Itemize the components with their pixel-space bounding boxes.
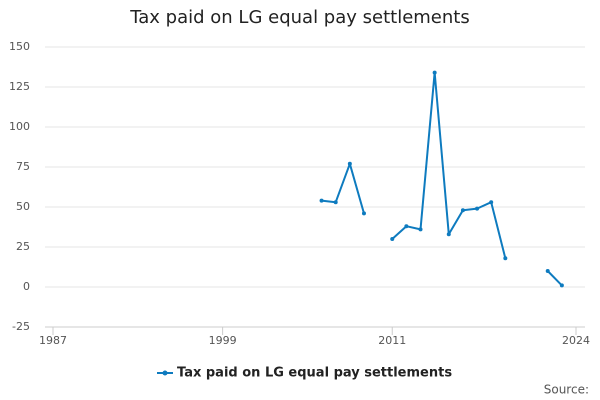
point xyxy=(333,200,338,205)
point xyxy=(489,200,494,205)
x-tick-label: 2024 xyxy=(562,334,590,347)
x-tick-label: 2011 xyxy=(378,334,406,347)
point xyxy=(545,269,550,273)
x-tick-label: 1987 xyxy=(39,334,67,347)
y-tick-label: 50 xyxy=(16,200,30,213)
point xyxy=(390,237,395,241)
point xyxy=(503,256,508,261)
chart-title: Tax paid on LG equal pay settlements xyxy=(129,7,469,28)
point xyxy=(361,211,366,216)
point xyxy=(404,224,409,229)
y-tick-label: 25 xyxy=(16,240,30,253)
point xyxy=(347,161,352,166)
point xyxy=(475,206,480,211)
point xyxy=(319,198,324,203)
y-tick-label: 100 xyxy=(9,120,30,133)
point xyxy=(559,283,564,288)
y-tick-label: -25 xyxy=(12,320,30,333)
point xyxy=(432,70,437,75)
x-tick-label: 1999 xyxy=(209,334,237,347)
line xyxy=(321,71,563,287)
y-tick-label: 150 xyxy=(9,40,30,53)
y-tick-label: 0 xyxy=(23,280,30,293)
source: Source: xyxy=(544,383,589,397)
legend-marker xyxy=(162,370,168,376)
y-tick-label: 75 xyxy=(16,160,30,173)
point xyxy=(446,232,451,237)
legend-label: Tax paid on LG equal pay settlements xyxy=(177,366,452,381)
y-tick-label: 125 xyxy=(9,80,30,93)
point xyxy=(418,227,423,232)
point xyxy=(460,208,465,213)
